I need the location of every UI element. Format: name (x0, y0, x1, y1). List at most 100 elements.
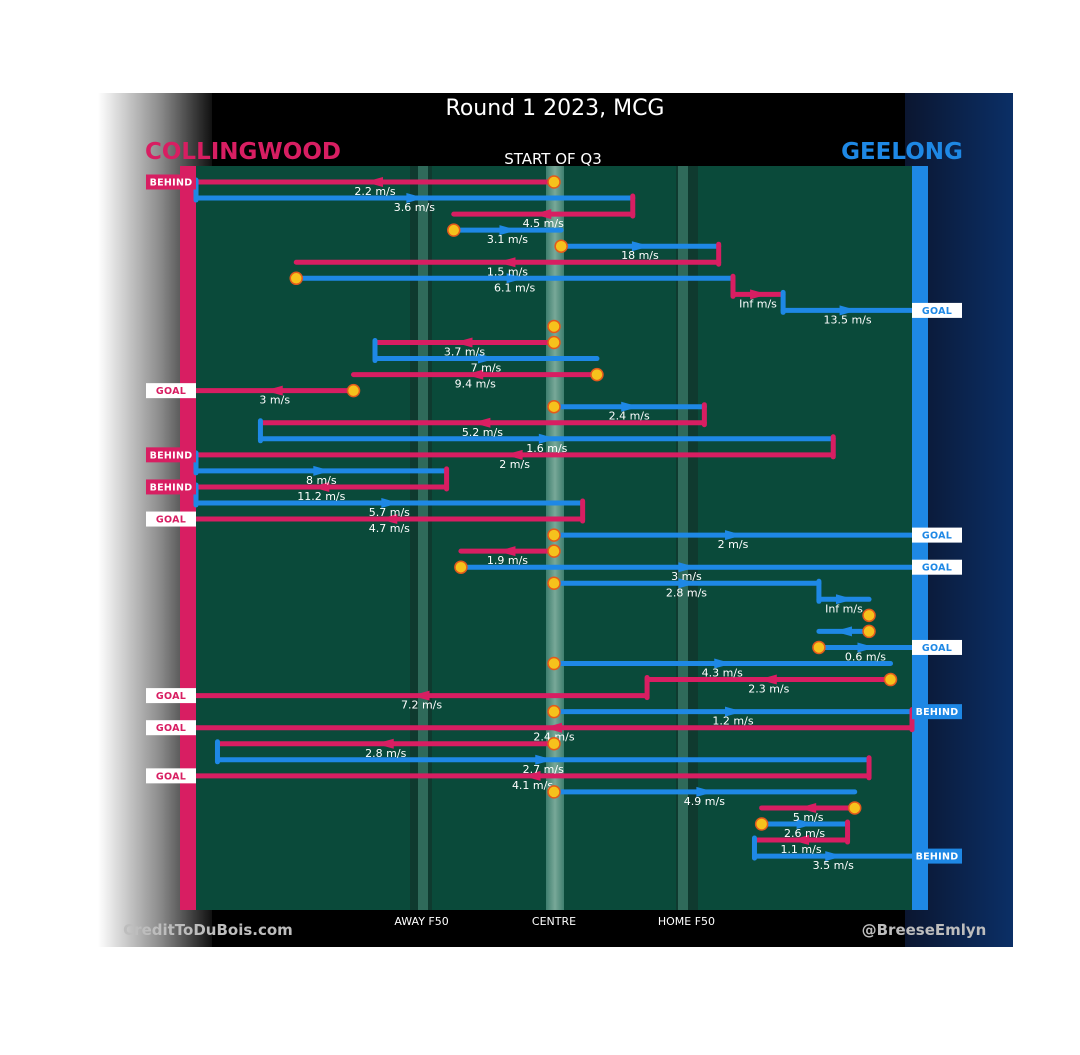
chain-segment (551, 786, 858, 797)
speed-label: 2.7 m/s (523, 763, 564, 776)
chain-start-marker (590, 367, 604, 382)
chain-segment (780, 289, 915, 316)
outcome-label: BEHIND (150, 482, 193, 493)
chain-segment (451, 193, 636, 220)
outcome-label: GOAL (922, 563, 952, 574)
outcome-badges: BEHIND GOAL GOAL BEHIND BEHIND GOAL GOAL GOAL GO… (146, 174, 962, 864)
chain-segment (458, 562, 915, 573)
chain-start-marker (883, 672, 898, 687)
speed-label: 1.9 m/s (487, 554, 528, 567)
chain-arrow (714, 658, 733, 669)
outcome-badge: BEHIND (912, 848, 962, 864)
credit-right: @BreeseEmlyn (862, 921, 987, 939)
chain-arrow (857, 642, 876, 653)
chain-segment (193, 498, 586, 525)
chain-start-marker (346, 383, 361, 398)
speed-label: Inf m/s (825, 602, 863, 615)
outcome-badge-box (912, 302, 962, 318)
chain-arrow (411, 690, 430, 701)
chain-start-marker (547, 528, 561, 542)
chain-arrow (631, 241, 650, 252)
chain-start-marker (862, 624, 876, 639)
outcome-badge: GOAL (912, 302, 962, 318)
x-axis-ticks: AWAY F50 CENTRE HOME F50 (394, 915, 715, 928)
chain-segment (214, 738, 557, 749)
outcome-badge-box (912, 527, 962, 543)
chain-arrow (375, 738, 394, 749)
x-tick-label: CENTRE (532, 915, 576, 928)
chain-arrow (796, 819, 815, 829)
outcome-badge-box (146, 447, 196, 463)
chart-subtitle: START OF Q3 (504, 150, 602, 168)
chain-start-marker (547, 737, 561, 751)
credit-left: CreditToDuBois.com (123, 921, 293, 939)
chain-segment (816, 578, 872, 605)
speed-labels: 2.2 m/s 3.6 m/s 4.5 m/s 3.1 m/s 18 m/s 1.5 m/… (259, 185, 886, 872)
outcome-badge: GOAL (912, 639, 962, 655)
outcome-label: BEHIND (150, 178, 193, 189)
chain-arrow (750, 289, 769, 300)
chain-arrow (538, 433, 557, 444)
outcome-label: GOAL (156, 386, 186, 397)
speed-label: 1.2 m/s (712, 715, 753, 728)
outcome-badge: GOAL (146, 383, 196, 399)
speed-label: 18 m/s (621, 249, 659, 262)
speed-label: 3 m/s (259, 394, 290, 407)
chain-arrow (621, 401, 640, 412)
chain-segment (193, 177, 557, 187)
speed-label: 2 m/s (499, 458, 530, 471)
chain-segment (816, 626, 872, 637)
outcome-badge: BEHIND (146, 479, 196, 495)
chain-start-marker (547, 175, 561, 189)
chain-start-markers (289, 175, 898, 831)
chain-arrow (472, 417, 491, 428)
chain-segment (551, 658, 894, 669)
outcome-badge: GOAL (146, 768, 196, 784)
speed-label: 2.8 m/s (365, 747, 406, 760)
speed-label: 0.6 m/s (845, 650, 886, 663)
outcome-badge-box (146, 688, 196, 704)
outcome-badge-box (912, 639, 962, 655)
chain-start-marker (447, 223, 461, 237)
chain-start-marker (847, 801, 862, 815)
speed-label: 3.6 m/s (394, 201, 435, 214)
outcome-badge-box (146, 174, 196, 190)
chain-arrow (264, 385, 283, 396)
chain-arrow (839, 305, 858, 316)
chain-arrow (791, 835, 810, 846)
chain-arrow (725, 530, 743, 541)
outcome-label: GOAL (156, 515, 186, 526)
speed-label: 8 m/s (306, 474, 337, 487)
chain-arrow (504, 449, 523, 460)
speed-label: 7.2 m/s (401, 699, 442, 712)
chain-start-marker (547, 544, 561, 558)
outcome-label: GOAL (922, 643, 952, 654)
chart-title: Round 1 2023, MCG (446, 96, 665, 121)
chain-start-marker (554, 239, 568, 253)
chain-segment (558, 241, 722, 252)
chain-arrow (454, 337, 473, 348)
chain-segment (551, 530, 915, 541)
chain-arrow (696, 786, 715, 797)
chain-arrow (544, 722, 562, 733)
speed-label: 5.2 m/s (462, 426, 503, 439)
chain-arrow (465, 369, 484, 380)
outcome-badge-box (146, 383, 196, 399)
chain-segment (193, 466, 450, 492)
outcome-label: BEHIND (150, 450, 193, 461)
chain-segment (458, 546, 557, 557)
chain-start-marker (547, 656, 561, 671)
chain-segment (351, 369, 600, 380)
chain-segment (293, 241, 722, 268)
home-f50-line (678, 166, 688, 910)
outcome-badge-box (146, 479, 196, 495)
speed-label: 2.2 m/s (354, 185, 395, 198)
chain-arrow (406, 193, 425, 204)
chain-arrow (533, 209, 552, 220)
chain-arrow (835, 594, 854, 605)
chain-arrow (725, 706, 743, 717)
chain-arrow (365, 177, 383, 187)
chain-segment (193, 755, 872, 781)
speed-label: 6.1 m/s (494, 281, 535, 294)
chain-start-marker (547, 704, 561, 719)
